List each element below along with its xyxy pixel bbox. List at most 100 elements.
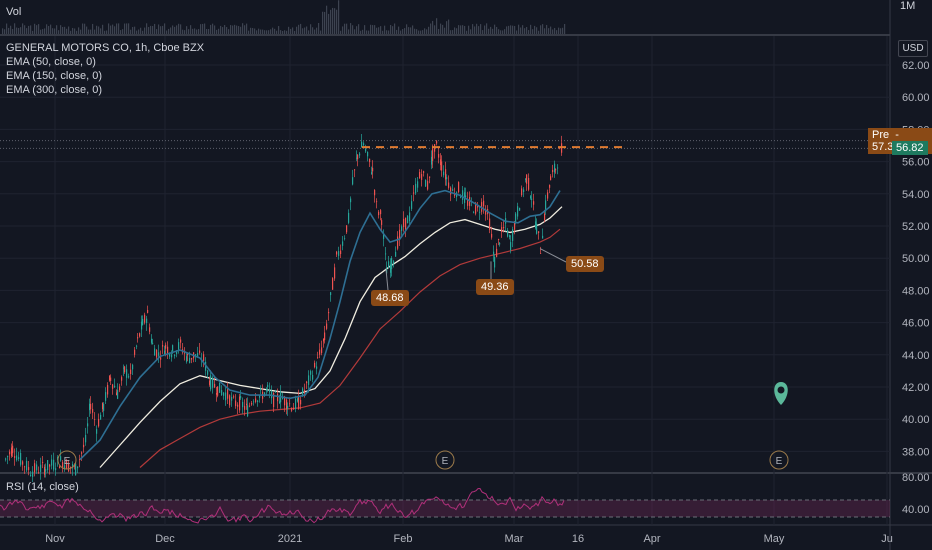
volume-bar — [402, 29, 404, 34]
volume-bar — [72, 27, 74, 34]
candle-body — [255, 398, 257, 402]
volume-bar — [74, 28, 76, 34]
symbol-title[interactable]: GENERAL MOTORS CO, 1h, Cboe BZX — [6, 42, 205, 54]
candle-body — [441, 161, 443, 171]
candle-body — [223, 392, 225, 396]
volume-bar — [496, 26, 498, 34]
candle-body — [147, 309, 149, 313]
volume-bar — [130, 29, 132, 34]
candle-body — [415, 183, 417, 194]
candle-body — [178, 342, 180, 350]
candle-body — [491, 233, 493, 238]
volume-bar — [66, 28, 68, 34]
candle-body — [225, 392, 227, 401]
candle-body — [397, 236, 399, 249]
candle-body — [239, 396, 241, 411]
candle-body — [47, 460, 49, 471]
volume-bar — [412, 25, 414, 34]
volume-bar — [240, 26, 242, 34]
volume-bar — [176, 25, 178, 34]
candle-body — [350, 198, 352, 203]
candle-body — [199, 350, 201, 353]
candle-body — [559, 148, 561, 150]
candle-body — [359, 153, 361, 156]
volume-bar — [154, 23, 156, 34]
volume-bar — [338, 0, 340, 35]
candle-body — [167, 346, 169, 354]
candle-body — [49, 464, 51, 467]
volume-bar — [328, 13, 330, 34]
indicator-ema-50[interactable]: EMA (50, close, 0) — [6, 56, 96, 68]
volume-bar — [92, 23, 94, 34]
candle-body — [260, 388, 262, 391]
candle-body — [5, 458, 7, 460]
volume-bar — [136, 30, 138, 34]
candle-body — [507, 229, 509, 237]
volume-bar — [102, 24, 104, 34]
volume-bar — [518, 24, 520, 34]
candle-body — [197, 353, 199, 358]
volume-bar — [226, 27, 228, 34]
candle-body — [321, 347, 323, 353]
indicator-ema-150[interactable]: EMA (150, close, 0) — [6, 70, 102, 82]
volume-bar — [424, 28, 426, 34]
volume-bar — [372, 25, 374, 34]
volume-bar — [36, 25, 38, 34]
candle-body — [28, 467, 30, 470]
volume-bar — [528, 30, 530, 34]
volume-bar — [488, 28, 490, 34]
y-tick-label: 42.00 — [902, 382, 930, 394]
candle-body — [121, 377, 123, 381]
volume-bar — [388, 30, 390, 34]
price-axis[interactable]: 38.00 40.00 42.00 44.00 46.00 48.00 50.00 52.00… — [902, 60, 930, 458]
volume-bar — [160, 26, 162, 34]
x-tick-label: Mar — [505, 533, 524, 545]
candle-body — [214, 383, 216, 388]
candle-body — [356, 157, 358, 159]
candle-body — [42, 461, 44, 463]
volume-bar — [250, 27, 252, 34]
candle-body — [462, 190, 464, 200]
volume-bar — [178, 23, 180, 34]
volume-bar — [370, 24, 372, 34]
volume-bar — [114, 26, 116, 34]
currency-button[interactable]: USD — [898, 40, 928, 57]
volume-bar — [42, 29, 44, 34]
earnings-marker-label: E — [64, 456, 71, 467]
volume-bar — [128, 23, 130, 34]
volume-bar — [108, 23, 110, 34]
volume-bar — [300, 23, 302, 34]
volume-bar — [50, 24, 52, 34]
volume-bar — [432, 20, 434, 34]
volume-bar — [392, 26, 394, 34]
candle-body — [40, 464, 42, 472]
volume-bar — [378, 27, 380, 34]
volume-bar — [148, 27, 150, 34]
volume-bar — [146, 23, 148, 34]
price-grid — [0, 36, 890, 525]
candle-body — [336, 251, 338, 255]
candle-body — [316, 366, 318, 369]
candle-body — [450, 187, 452, 195]
candle-body — [494, 257, 496, 268]
indicator-ema-300[interactable]: EMA (300, close, 0) — [6, 84, 102, 96]
volume-bar — [268, 30, 270, 34]
candle-body — [119, 386, 121, 391]
candle-body — [231, 396, 233, 401]
volume-bar — [106, 30, 108, 34]
candle-body — [445, 169, 447, 180]
map-pin-icon[interactable] — [774, 382, 788, 405]
candle-body — [512, 229, 514, 241]
candle-body — [458, 182, 460, 193]
candle-body — [361, 141, 363, 148]
volume-bar — [86, 26, 88, 34]
volume-bar — [168, 28, 170, 34]
candle-body — [427, 181, 429, 190]
time-axis[interactable]: Nov Dec 2021 Feb Mar 16 Apr May Ju — [45, 533, 893, 545]
candle-body — [423, 171, 425, 173]
candle-body — [142, 318, 144, 325]
volume-bar — [464, 25, 466, 34]
candle-body — [312, 374, 314, 380]
